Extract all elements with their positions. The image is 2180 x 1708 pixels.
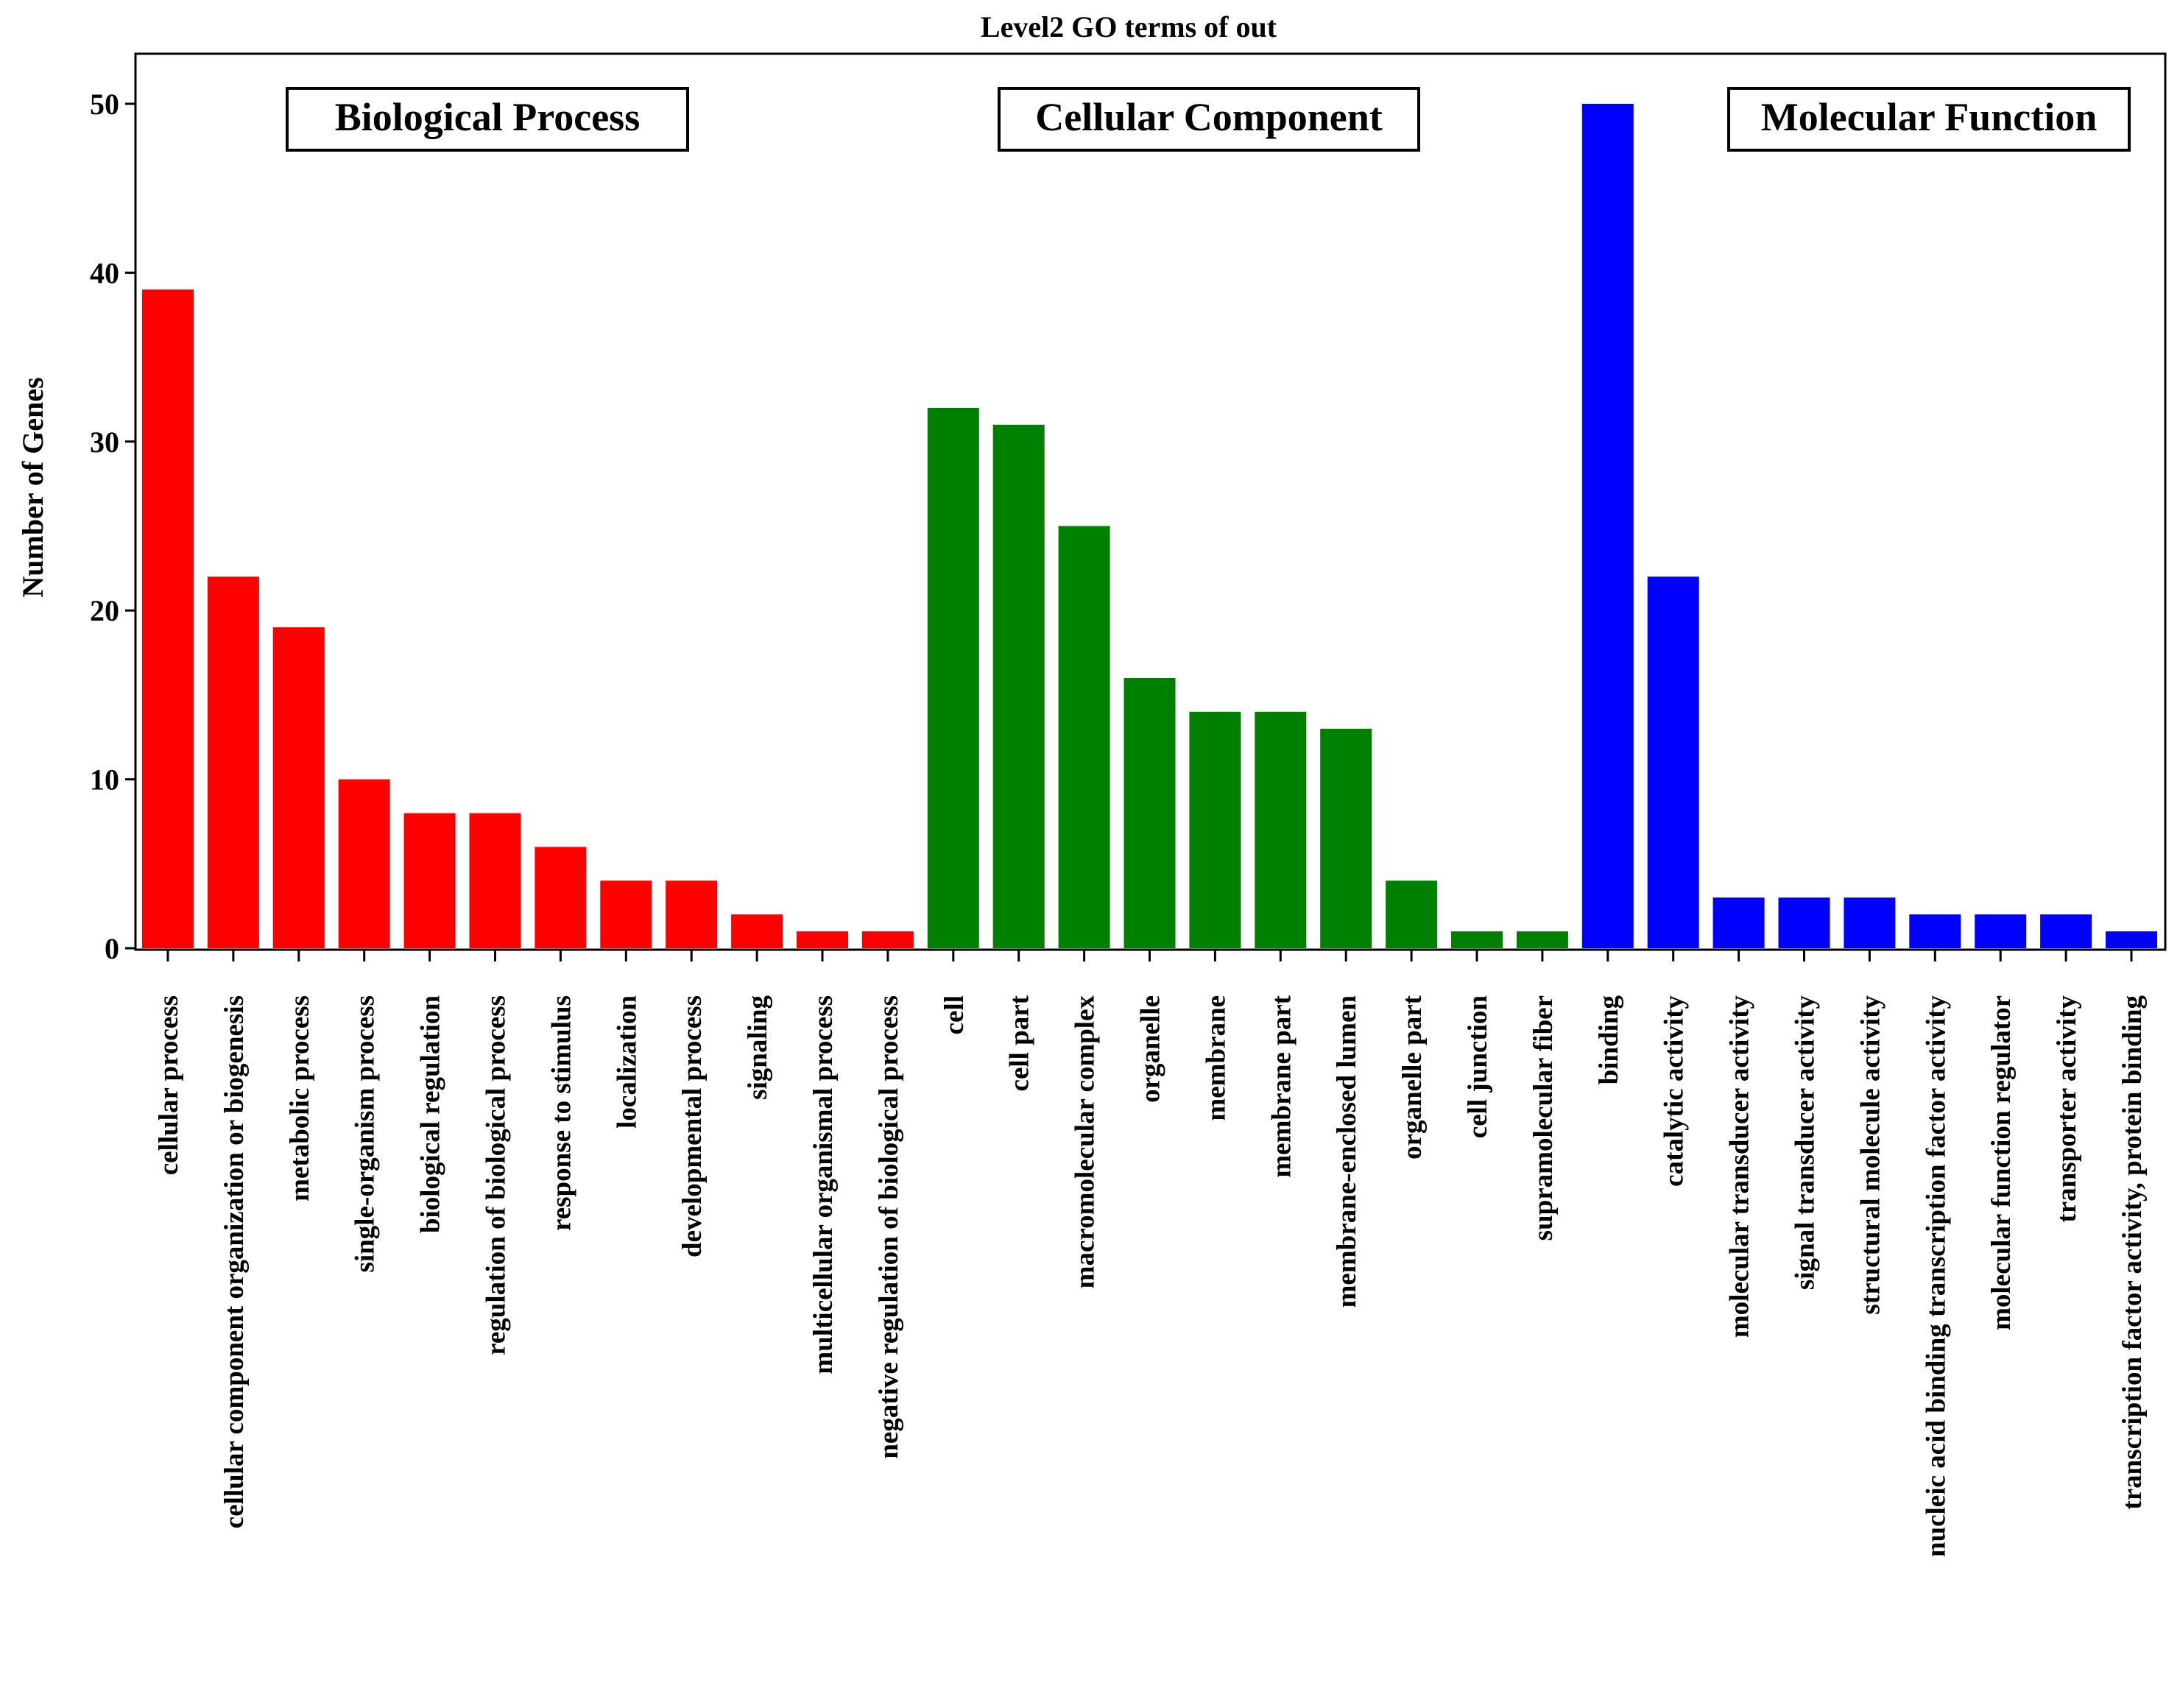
bar-signaling — [731, 914, 783, 948]
bar-localization — [600, 881, 652, 948]
bar-transporter-activity — [2040, 914, 2092, 948]
bar-single-organism-process — [338, 779, 390, 948]
bar-signal-transducer-activity — [1778, 897, 1830, 948]
x-tick-label-cellular-component-organization-or-biogenesis: cellular component organization or bioge… — [219, 995, 250, 1528]
bar-biological-regulation — [403, 813, 456, 948]
x-tick-label-multicellular-organismal-process: multicellular organismal process — [808, 995, 839, 1374]
y-tick-label-30: 30 — [90, 426, 119, 459]
x-axis: cellular process cellular component organ… — [154, 950, 2148, 1557]
x-tick-label-molecular-transducer-activity: molecular transducer activity — [1725, 995, 1755, 1338]
bar-supramolecular-fiber — [1516, 931, 1568, 948]
bar-membrane-enclosed-lumen — [1320, 728, 1372, 948]
bar-response-to-stimulus — [535, 847, 587, 948]
bar-regulation-of-biological-process — [469, 813, 521, 948]
bar-nucleic-acid-binding-transcription-factor-activity — [1909, 914, 1961, 948]
x-tick-label-macromolecular-complex: macromolecular complex — [1070, 995, 1101, 1289]
y-axis-label: Number of Genes — [16, 377, 49, 597]
bar-molecular-transducer-activity — [1712, 897, 1765, 948]
x-tick-label-regulation-of-biological-process: regulation of biological process — [481, 995, 512, 1355]
group-boxes: Biological Process Cellular Component Mole… — [286, 87, 2131, 152]
y-tick-label-40: 40 — [90, 256, 119, 289]
x-tick-label-binding: binding — [1594, 995, 1624, 1085]
y-tick-label-20: 20 — [90, 594, 119, 627]
y-tick-label-0: 0 — [105, 932, 119, 965]
bar-macromolecular-complex — [1058, 526, 1110, 948]
group-label-biological-process: Biological Process — [335, 95, 640, 139]
x-tick-label-metabolic-process: metabolic process — [285, 995, 315, 1201]
bar-structural-molecule-activity — [1844, 897, 1896, 948]
bar-organelle-part — [1386, 881, 1438, 948]
group-box-biological-process — [286, 87, 689, 152]
y-tick-label-50: 50 — [90, 88, 119, 121]
bar-organelle — [1123, 678, 1176, 948]
x-tick-label-transcription-factor-activity-protein-binding: transcription factor activity, protein b… — [2117, 995, 2148, 1510]
group-box-cellular-component — [998, 87, 1420, 152]
x-tick-label-cellular-process: cellular process — [154, 995, 184, 1175]
x-tick-label-membrane-enclosed-lumen: membrane-enclosed lumen — [1332, 995, 1362, 1308]
x-tick-label-structural-molecule-activity: structural molecule activity — [1855, 995, 1886, 1315]
bar-membrane — [1189, 711, 1241, 948]
x-tick-label-cell: cell — [939, 995, 970, 1034]
bar-multicellular-organismal-process — [797, 931, 848, 948]
bar-cellular-component-organization-or-biogenesis — [207, 576, 259, 948]
group-label-molecular-function: Molecular Function — [1761, 95, 2097, 139]
x-tick-label-catalytic-activity: catalytic activity — [1659, 995, 1690, 1187]
bar-cell — [927, 407, 979, 948]
x-tick-label-biological-regulation: biological regulation — [416, 995, 446, 1234]
x-tick-label-nucleic-acid-binding-transcription-factor-activity: nucleic acid binding transcription facto… — [1921, 995, 1951, 1557]
x-tick-label-signal-transducer-activity: signal transducer activity — [1791, 995, 1821, 1291]
bar-cell-junction — [1451, 931, 1503, 948]
chart-title: Level2 GO terms of out — [981, 10, 1277, 43]
bar-catalytic-activity — [1647, 576, 1699, 948]
bar-developmental-process — [666, 881, 718, 948]
x-tick-label-molecular-function-regulator: molecular function regulator — [1986, 995, 2017, 1330]
group-label-cellular-component: Cellular Component — [1035, 95, 1383, 139]
x-tick-label-transporter-activity: transporter activity — [2052, 995, 2082, 1223]
x-tick-label-response-to-stimulus: response to stimulus — [546, 995, 576, 1231]
x-tick-label-organelle-part: organelle part — [1397, 995, 1428, 1160]
bar-transcription-factor-activity-protein-binding — [2106, 931, 2157, 948]
bar-negative-regulation-of-biological-process — [861, 931, 914, 948]
x-tick-label-localization: localization — [612, 995, 642, 1129]
x-tick-label-negative-regulation-of-biological-process: negative regulation of biological proces… — [874, 995, 904, 1459]
x-tick-label-organelle: organelle — [1136, 995, 1166, 1103]
y-axis: 0 10 20 30 40 50 — [90, 88, 135, 965]
group-box-molecular-function — [1727, 87, 2131, 152]
x-tick-label-cell-part: cell part — [1005, 995, 1035, 1091]
bar-metabolic-process — [272, 627, 325, 948]
bar-cell-part — [992, 424, 1045, 948]
x-tick-label-developmental-process: developmental process — [677, 995, 708, 1257]
bars-layer — [142, 104, 2157, 948]
x-tick-label-supramolecular-fiber: supramolecular fiber — [1528, 995, 1559, 1241]
x-tick-label-cell-junction: cell junction — [1463, 995, 1493, 1139]
bar-cellular-process — [142, 289, 194, 948]
x-tick-label-membrane-part: membrane part — [1266, 995, 1297, 1177]
x-tick-label-single-organism-process: single-organism process — [350, 995, 381, 1273]
bar-binding — [1581, 104, 1634, 948]
x-tick-label-membrane: membrane — [1201, 995, 1231, 1121]
y-tick-label-10: 10 — [90, 763, 119, 797]
x-tick-label-signaling: signaling — [743, 995, 773, 1100]
bar-membrane-part — [1255, 711, 1307, 948]
bar-molecular-function-regulator — [1975, 914, 2027, 948]
